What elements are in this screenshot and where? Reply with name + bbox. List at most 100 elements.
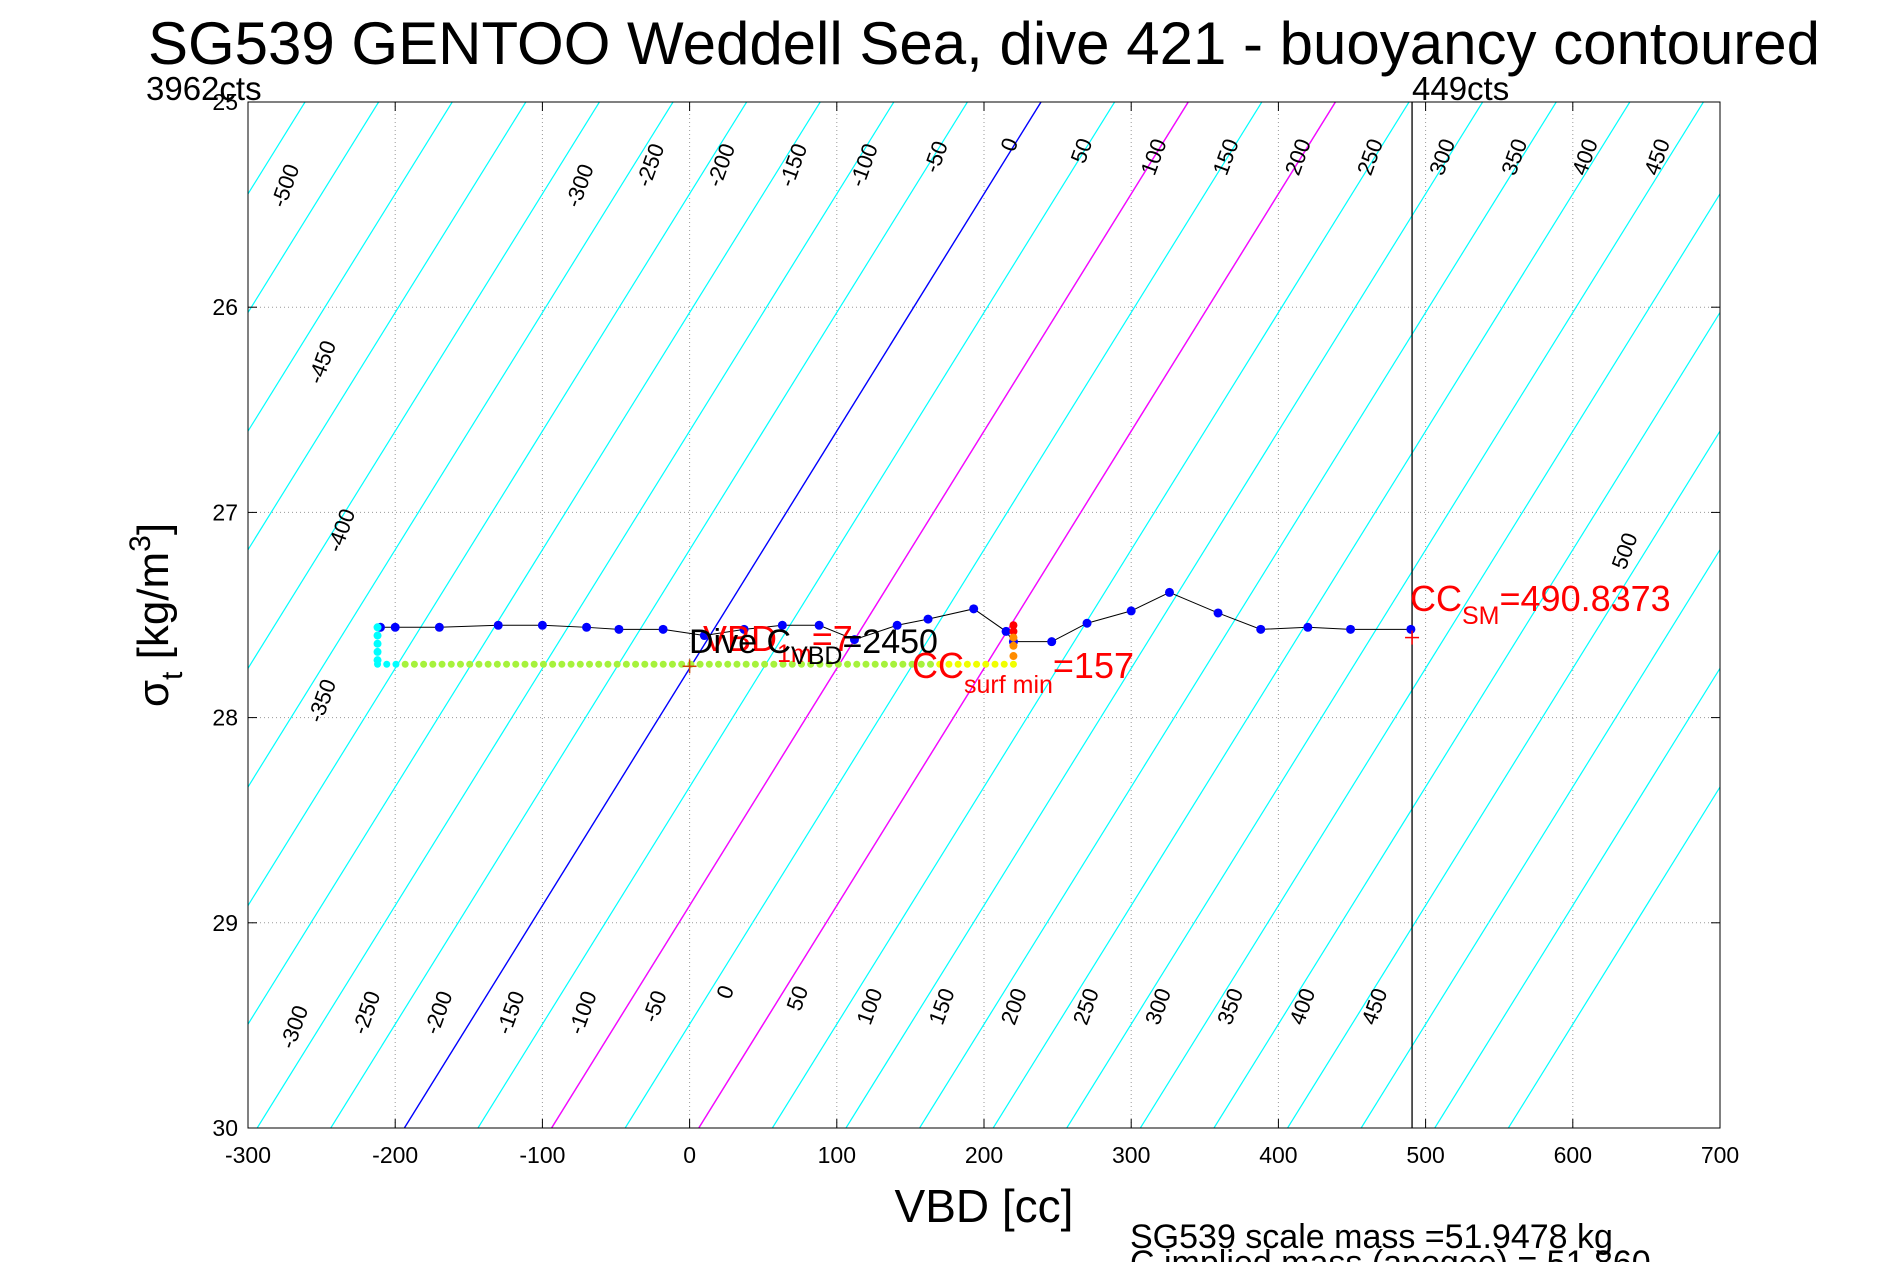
cluster-point [659, 660, 667, 668]
cc-sm-sub: SM [1462, 602, 1500, 630]
y-axis-label: σt [kg/m3] [124, 523, 189, 707]
contour-line-cyan [1139, 192, 1720, 1128]
cluster-point [539, 660, 547, 668]
contour-line-cyan [1434, 667, 1720, 1128]
cluster-point [751, 660, 759, 668]
y-axis-label-sup: 3 [124, 535, 157, 552]
cluster-point [825, 660, 833, 668]
vbd-1m-sub: 1m [777, 640, 812, 668]
chart-title: SG539 GENTOO Weddell Sea, dive 421 - buo… [148, 10, 1820, 77]
cc-sm-annotation: CCSM=490.8373 [1410, 578, 1671, 630]
contour-line-magenta [698, 102, 1337, 1128]
x-tick-label: 400 [1259, 1142, 1297, 1168]
y-axis-label-units: [kg/m [129, 552, 178, 672]
series-point [1082, 618, 1092, 628]
cluster-point [1000, 660, 1008, 668]
cluster-point [438, 660, 446, 668]
svg-text:σt [kg/m3]: σt [kg/m3] [124, 523, 189, 707]
series-point [1406, 624, 1416, 634]
contour-line-cyan [248, 102, 453, 433]
series-point [1256, 624, 1266, 634]
series-point [923, 614, 933, 624]
x-tick-label: -300 [225, 1142, 271, 1168]
cluster-point [1009, 660, 1017, 668]
contour-line-cyan [248, 102, 527, 551]
cluster-point [420, 660, 428, 668]
y-tick-label: 27 [212, 499, 238, 525]
cluster-point [1009, 633, 1018, 642]
cluster-point [807, 660, 815, 668]
cluster-point [613, 660, 621, 668]
cc-surf-value: =157 [1053, 645, 1134, 686]
series-point [537, 620, 547, 630]
cluster-point [862, 660, 870, 668]
cluster-point [484, 660, 492, 668]
cluster-point [973, 660, 981, 668]
cluster-point [1009, 627, 1018, 636]
contour-line-cyan [845, 102, 1484, 1128]
x-tick-label: 300 [1112, 1142, 1150, 1168]
contour-line-cyan [248, 102, 674, 789]
cluster-point [512, 660, 520, 668]
cluster-point [521, 660, 529, 668]
counts-left-label: 3962cts [146, 70, 262, 107]
y-axis-label-sigma: σ [129, 680, 178, 707]
cluster-point [715, 660, 723, 668]
cluster-point [917, 660, 925, 668]
counts-right-label: 449cts [1412, 70, 1509, 107]
cluster-point [576, 660, 584, 668]
cluster-point [926, 660, 934, 668]
vbd-1m-main: VBD [703, 618, 777, 659]
axis-ticks: -300 -200 -100 0 100 200 300 400 500 600 700 25 26 27… [212, 89, 1739, 1168]
cluster-point [797, 660, 805, 668]
cluster-point [668, 660, 676, 668]
cluster-point [705, 660, 713, 668]
series-point [434, 622, 444, 632]
cluster-point [788, 660, 796, 668]
cluster-point [503, 660, 511, 668]
y-tick-label: 28 [212, 705, 238, 731]
series-point [582, 622, 592, 632]
x-tick-label: -100 [519, 1142, 565, 1168]
series-point [1213, 608, 1223, 618]
series-point [699, 631, 709, 641]
cluster-point [724, 660, 732, 668]
cluster-point [1009, 641, 1018, 650]
contour-line-cyan [771, 102, 1410, 1128]
series-point [1047, 637, 1057, 647]
cluster-point [447, 660, 455, 668]
cluster-point [945, 660, 953, 668]
x-tick-label: 500 [1406, 1142, 1444, 1168]
y-tick-label: 30 [212, 1115, 238, 1141]
annotation-labels: VBD1m=7 Dive CVBD=2450 CCsurf min=157 CC… [689, 578, 1671, 1262]
x-tick-label: -200 [372, 1142, 418, 1168]
series-point [1001, 626, 1011, 636]
x-tick-label: 200 [965, 1142, 1003, 1168]
cluster-point [908, 660, 916, 668]
cluster-point [549, 660, 557, 668]
series-point [390, 622, 400, 632]
cluster-point [880, 660, 888, 668]
cluster-point [373, 639, 382, 648]
contour-line-magenta [550, 102, 1189, 1128]
dive-c-annotation: Dive CVBD=2450 [689, 623, 938, 670]
cluster-point [650, 660, 658, 668]
y-tick-label: 26 [212, 294, 238, 320]
cluster-point [373, 647, 382, 656]
cc-surf-main: CC [912, 645, 964, 686]
x-tick-label: 600 [1554, 1142, 1592, 1168]
cluster-point [392, 660, 400, 668]
vbd-1m-annotation: VBD1m=7 [703, 618, 853, 668]
y-axis-label-sub: t [156, 671, 189, 680]
grid-lines [248, 102, 1720, 1128]
cluster-point [410, 660, 418, 668]
cluster-point [493, 660, 501, 668]
cluster-point [383, 660, 391, 668]
contour-line-cyan [248, 102, 600, 670]
cluster-point [466, 660, 474, 668]
y-tick-label: 25 [212, 89, 238, 115]
dive-c-value: =2450 [842, 623, 938, 661]
series-point [1126, 606, 1136, 616]
dive-c-main: Dive C [689, 623, 791, 661]
